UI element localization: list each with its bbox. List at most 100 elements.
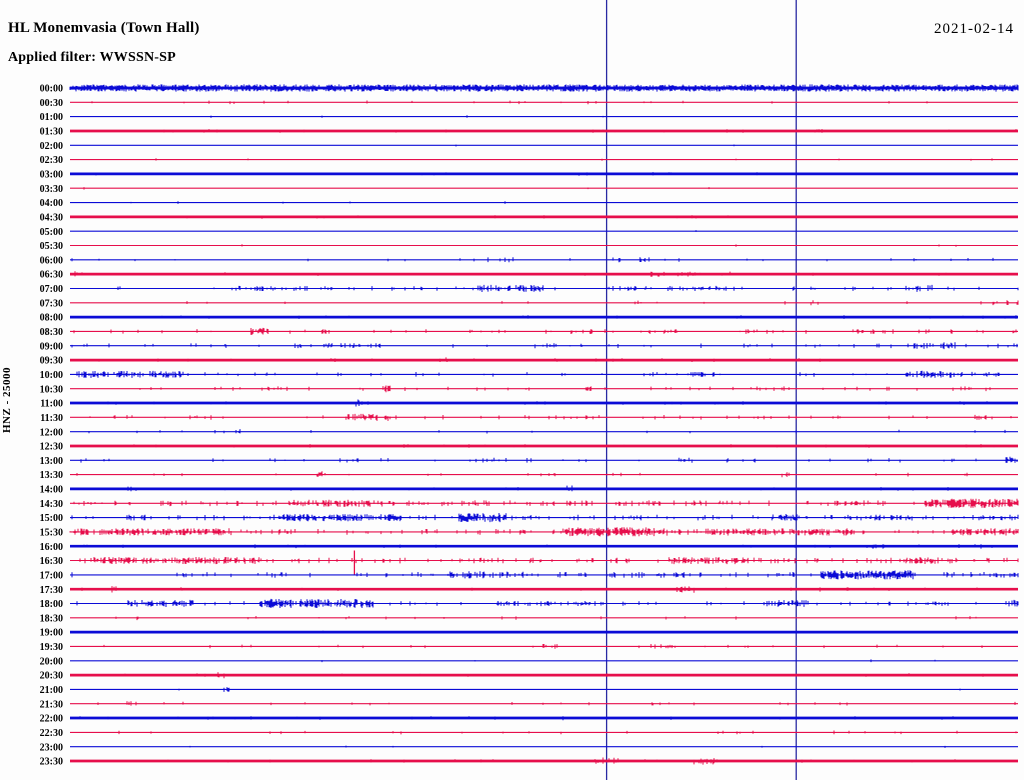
trace-noise (161, 315, 1017, 319)
row-time-label: 19:00 (40, 628, 63, 639)
trace-noise (118, 730, 1017, 735)
row-time-label: 15:30 (40, 528, 63, 539)
row-time-label: 03:00 (40, 170, 63, 181)
row-time-label: 09:30 (40, 356, 63, 367)
row-time-label: 15:00 (40, 513, 63, 524)
row-time-label: 18:00 (40, 599, 63, 610)
trace-noise (76, 471, 968, 478)
row-time-label: 11:30 (40, 413, 63, 424)
trace-noise (139, 385, 991, 393)
row-time-label: 03:30 (40, 184, 63, 195)
row-time-label: 10:00 (40, 370, 63, 381)
trace-noise (73, 327, 1017, 335)
trace-noise (163, 129, 1017, 133)
row-time-label: 02:00 (40, 141, 63, 152)
trace-noise (117, 284, 1019, 292)
row-time-label: 16:00 (40, 542, 63, 553)
row-time-label: 20:30 (40, 671, 63, 682)
trace-noise (178, 687, 961, 692)
trace-noise (71, 570, 1019, 580)
trace-noise (322, 630, 891, 634)
row-time-label: 00:00 (40, 84, 63, 95)
trace-noise (97, 701, 1016, 706)
trace-noise (167, 757, 956, 765)
trace-noise (71, 513, 1019, 523)
row-time-label: 10:30 (40, 384, 63, 395)
trace-noise (455, 144, 735, 147)
row-time-label: 05:00 (40, 227, 63, 238)
trace-noise (71, 342, 1018, 350)
row-time-label: 19:30 (40, 642, 63, 653)
row-time-label: 17:00 (40, 571, 63, 582)
row-time-label: 06:00 (40, 255, 63, 266)
trace-noise (81, 586, 978, 593)
trace-noise (80, 456, 1018, 463)
row-time-label: 22:30 (40, 728, 63, 739)
trace-noise (103, 644, 983, 649)
trace-noise (91, 100, 928, 105)
trace-noise (83, 544, 993, 549)
trace-noise (88, 429, 1006, 434)
trace-noise (84, 485, 949, 492)
trace-noise (107, 399, 988, 407)
trace-noise (210, 115, 604, 118)
trace-noise (186, 300, 1019, 306)
row-time-label: 14:00 (40, 485, 63, 496)
trace-noise (69, 527, 1019, 537)
row-time-label: 23:30 (40, 757, 63, 768)
row-time-label: 04:00 (40, 198, 63, 209)
trace-noise (73, 498, 1019, 508)
trace-noise (79, 557, 1019, 565)
row-time-label: 04:30 (40, 213, 63, 224)
row-time-label: 21:30 (40, 699, 63, 710)
trace-noise (130, 201, 506, 204)
row-time-label: 01:30 (40, 127, 63, 138)
trace-noise (98, 357, 846, 362)
trace-noise (89, 413, 1012, 421)
trace-noise (76, 370, 1000, 378)
row-time-label: 05:30 (40, 241, 63, 252)
trace-noise (186, 215, 797, 219)
trace-noise (321, 659, 936, 663)
row-time-label: 06:30 (40, 270, 63, 281)
row-time-label: 01:00 (40, 112, 63, 123)
row-time-label: 13:30 (40, 470, 63, 481)
row-time-label: 09:00 (40, 341, 63, 352)
row-time-label: 13:00 (40, 456, 63, 467)
station-title: HL Monemvasia (Town Hall) (8, 20, 200, 36)
trace-noise (79, 716, 954, 721)
trace-noise (69, 84, 1019, 92)
trace-noise (76, 598, 1019, 608)
trace-noise (107, 444, 1010, 448)
row-time-label: 07:30 (40, 298, 63, 309)
row-time-label: 08:30 (40, 327, 63, 338)
trace-noise (189, 745, 946, 748)
row-time-label: 02:30 (40, 155, 63, 166)
trace-noise (115, 616, 977, 621)
row-time-label: 21:00 (40, 685, 63, 696)
row-time-label: 11:00 (40, 399, 63, 410)
row-time-label: 12:00 (40, 427, 63, 438)
trace-noise (155, 158, 993, 161)
row-time-label: 12:30 (40, 442, 63, 453)
row-time-label: 16:30 (40, 556, 63, 567)
row-time-label: 22:00 (40, 714, 63, 725)
trace-noise (70, 672, 984, 679)
row-time-label: 07:00 (40, 284, 63, 295)
row-time-label: 18:30 (40, 613, 63, 624)
trace-noise (83, 187, 710, 190)
row-time-label: 23:00 (40, 742, 63, 753)
row-time-label: 00:30 (40, 98, 63, 109)
applied-filter-label: Applied filter: WWSSN-SP (8, 50, 176, 65)
row-time-label: 20:00 (40, 656, 63, 667)
row-time-label: 08:00 (40, 313, 63, 324)
date-label: 2021-02-14 (934, 21, 1014, 37)
trace-noise (74, 271, 979, 277)
trace-noise (241, 244, 957, 247)
trace-noise (71, 257, 994, 263)
trace-noise (95, 172, 931, 176)
row-time-label: 17:30 (40, 585, 63, 596)
row-time-label: 14:30 (40, 499, 63, 510)
